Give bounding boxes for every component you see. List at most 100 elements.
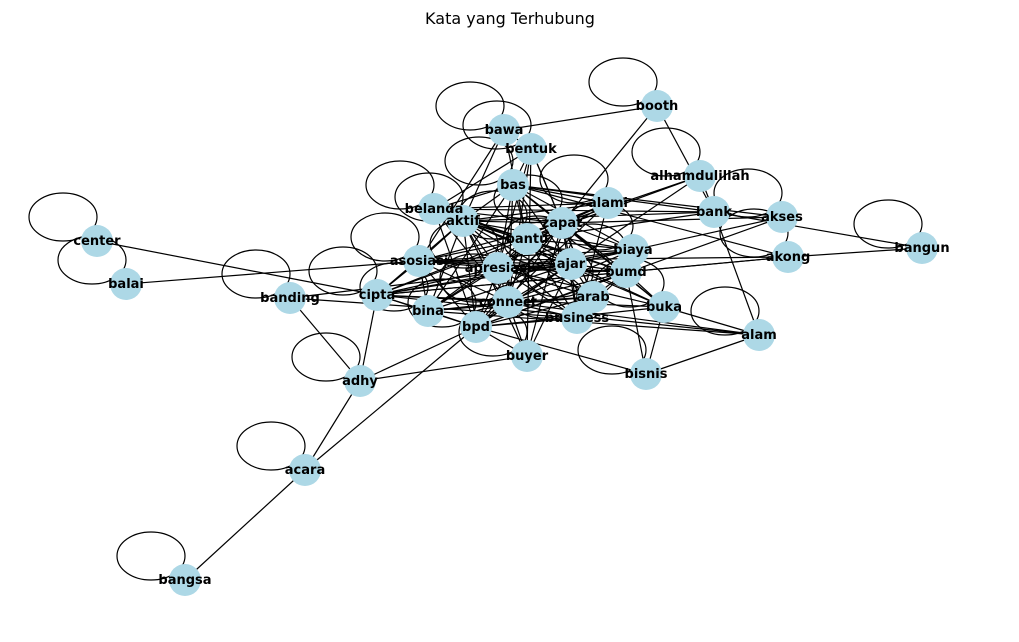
node-label-ajar: ajar	[557, 257, 586, 272]
edge-bisnis-alam	[645, 334, 760, 375]
edge-akses-bas	[512, 184, 783, 218]
node-adhy	[344, 365, 376, 397]
node-banding	[274, 282, 306, 314]
edge-alam-buka	[663, 306, 760, 336]
node-label-balai: balai	[108, 277, 144, 292]
node-bank	[698, 196, 730, 228]
edge-balai-asosiasi	[125, 260, 420, 285]
edge-biaya-asosiasi	[418, 249, 634, 262]
node-label-bentuk: bentuk	[505, 142, 557, 157]
node-label-buka: buka	[646, 300, 682, 315]
edge-arab-bpd	[475, 296, 594, 328]
edge-banding-adhy	[289, 297, 361, 382]
edge-bank-belanda	[433, 208, 715, 213]
edge-bawa-asosiasi	[418, 129, 505, 262]
edge-bantu-biaya	[526, 238, 634, 251]
edge-bumd-connect	[507, 271, 627, 303]
node-label-alami: alami	[588, 196, 628, 211]
node-akses	[766, 201, 798, 233]
self-loop-bawa	[435, 81, 505, 131]
edge-akong-bumd	[625, 256, 789, 273]
node-label-aktif: aktif	[446, 214, 480, 229]
self-loop-alami	[539, 154, 609, 204]
node-label-business: business	[545, 311, 610, 326]
edge-bisnis-bpd	[475, 326, 647, 375]
edge-aktif-biaya	[462, 220, 634, 251]
node-bangun	[906, 232, 938, 264]
node-bisnis	[630, 358, 662, 390]
self-loop-akses	[713, 168, 783, 218]
edge-acara-bangsa	[184, 469, 306, 581]
node-label-apresiasi: apresiasi	[465, 261, 531, 276]
self-loop-center	[28, 192, 98, 242]
node-label-buyer: buyer	[506, 349, 549, 364]
self-loop-banding	[221, 249, 291, 299]
node-label-alam: alam	[741, 328, 777, 343]
node-label-banding: banding	[260, 291, 320, 306]
node-bantu	[511, 223, 543, 255]
node-bina	[412, 295, 444, 327]
node-bawa	[488, 114, 520, 146]
node-label-bangun: bangun	[894, 241, 949, 256]
edge-bank-aktif	[462, 211, 715, 222]
node-label-center: center	[73, 234, 121, 249]
edge-acara-bpd	[304, 326, 477, 471]
node-label-booth: booth	[636, 99, 679, 114]
node-label-connect: connect	[479, 295, 537, 310]
node-asosiasi	[403, 245, 435, 277]
node-apresiasi	[482, 252, 514, 284]
node-bumd	[610, 256, 642, 288]
edge-akses-biaya	[632, 216, 783, 251]
edge-aktif-zapat	[462, 220, 563, 224]
node-alam	[743, 319, 775, 351]
node-label-bank: bank	[696, 205, 732, 220]
self-loop-alam	[690, 286, 760, 336]
edge-ajar-cipta	[376, 263, 572, 296]
node-label-zapat: zapat	[542, 216, 583, 231]
self-loop-alhamdulillah	[631, 127, 701, 177]
self-loop-acara	[236, 421, 306, 471]
node-label-acara: acara	[285, 463, 325, 478]
nodes	[81, 90, 938, 596]
node-bentuk	[515, 133, 547, 165]
node-connect	[492, 286, 524, 318]
node-business	[561, 302, 593, 334]
edge-akses-zapat	[561, 216, 783, 224]
edge-ajar-bina	[427, 263, 572, 312]
node-buyer	[511, 340, 543, 372]
node-label-bisnis: bisnis	[625, 367, 668, 382]
self-loop-asosiasi	[350, 212, 420, 262]
node-zapat	[546, 207, 578, 239]
node-label-arab: arab	[576, 290, 609, 305]
self-loop-booth	[588, 57, 658, 107]
edge-adhy-buyer	[359, 355, 528, 382]
node-bpd	[460, 311, 492, 343]
self-loop-bangun	[853, 199, 923, 249]
edge-adhy-bpd	[359, 326, 477, 382]
node-belanda	[418, 193, 450, 225]
edge-alami-aktif	[462, 202, 609, 222]
chart-title: Kata yang Terhubung	[425, 9, 595, 28]
edge-ajar-bpd	[475, 263, 572, 328]
edge-apresiasi-cipta	[376, 267, 499, 296]
edge-buyer-zapat	[526, 222, 563, 357]
self-loop-bpd	[407, 278, 477, 328]
node-label-cipta: cipta	[359, 288, 395, 303]
edge-bangun-akong	[787, 247, 923, 258]
node-label-adhy: adhy	[342, 374, 378, 389]
edge-aktif-bina	[427, 220, 464, 312]
node-bangsa	[169, 564, 201, 596]
node-center	[81, 225, 113, 257]
self-loop-bangsa	[116, 531, 186, 581]
edge-bisnis-bumd	[625, 271, 647, 375]
node-ajar	[555, 248, 587, 280]
node-label-bangsa: bangsa	[158, 573, 211, 588]
node-label-akses: akses	[761, 210, 803, 225]
edge-bantu-cipta	[376, 238, 528, 296]
edge-bas-alami	[512, 184, 609, 204]
node-label-alhamdulillah: alhamdulillah	[650, 169, 749, 184]
self-loop-bentuk	[462, 100, 532, 150]
node-alhamdulillah	[684, 160, 716, 192]
node-label-biaya: biaya	[613, 243, 652, 258]
